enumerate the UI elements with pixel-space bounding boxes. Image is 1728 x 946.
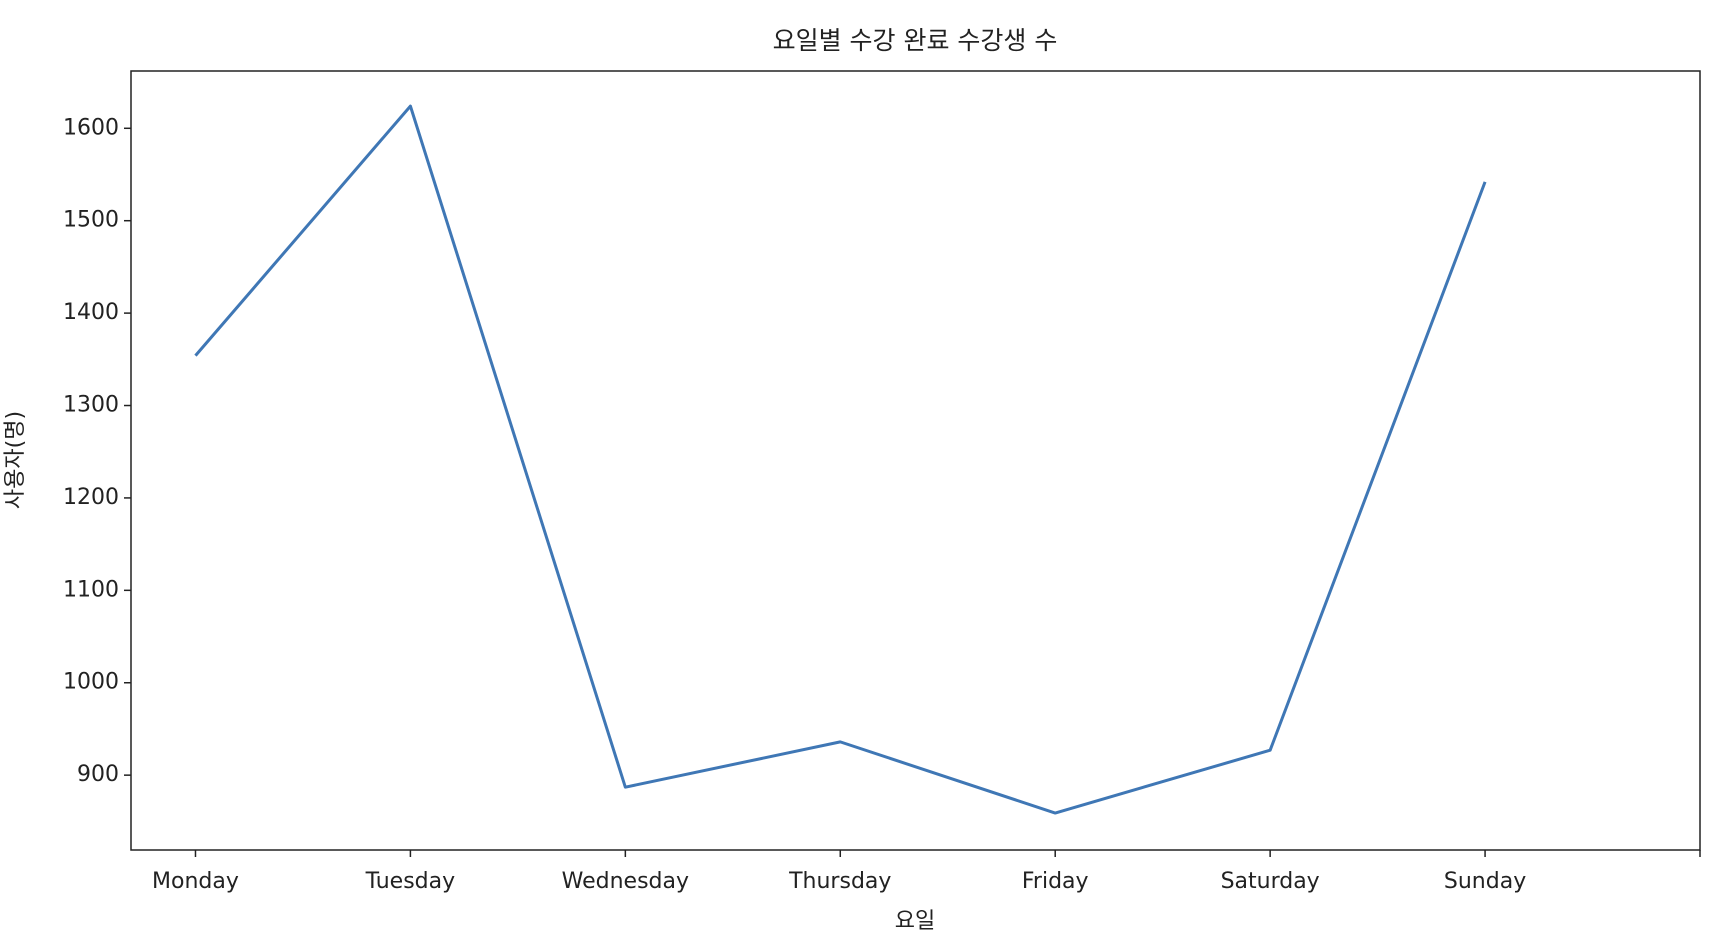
x-tick-label: Thursday	[788, 869, 891, 894]
x-tick-label: Wednesday	[562, 869, 689, 894]
x-tick-label: Friday	[1022, 869, 1089, 894]
y-axis-label: 사용자(명)	[3, 411, 28, 509]
y-tick-label: 1300	[63, 393, 119, 418]
x-tick-label: Monday	[152, 869, 239, 894]
y-tick-label: 1500	[63, 208, 119, 233]
y-tick-label: 1000	[63, 670, 119, 695]
plot-frame	[130, 70, 1701, 851]
y-tick-label: 1200	[63, 485, 119, 510]
x-tick-label: Tuesday	[365, 869, 456, 894]
x-tick-label: Saturday	[1221, 869, 1320, 894]
line-series	[194, 104, 1487, 815]
y-tick-label: 900	[77, 762, 119, 787]
y-tick-label: 1400	[63, 300, 119, 325]
y-tick-label: 1100	[63, 577, 119, 602]
y-tick-label: 1600	[63, 115, 119, 140]
x-axis-label: 요일	[895, 909, 935, 934]
chart-title: 요일별 수강 완료 수강생 수	[773, 26, 1058, 55]
x-tick-label: Sunday	[1444, 869, 1526, 894]
